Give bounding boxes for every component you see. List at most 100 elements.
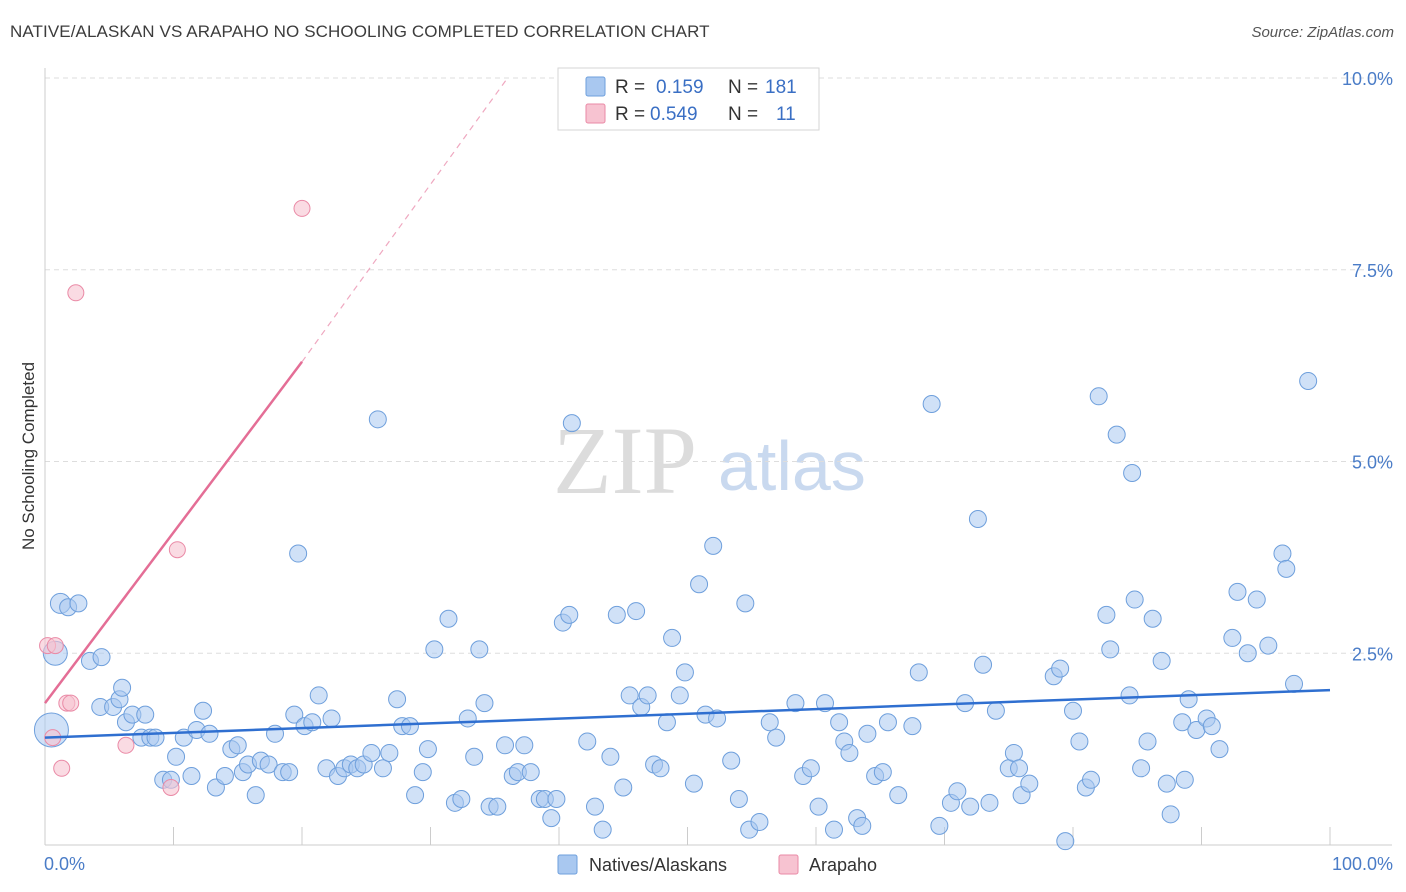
data-point-natives (1070, 732, 1089, 751)
data-point-natives (1125, 590, 1144, 609)
data-point-natives (1228, 582, 1247, 601)
data-point-natives (873, 763, 892, 782)
y-axis-label: No Schooling Completed (19, 362, 38, 550)
data-point-natives (69, 594, 88, 613)
data-point-natives (651, 759, 670, 778)
data-point-natives (1277, 559, 1296, 578)
data-point-natives (638, 686, 657, 705)
data-point-natives (736, 594, 755, 613)
y-tick-label: 5.0% (1352, 453, 1393, 473)
series-arapaho (39, 199, 311, 796)
bottom-legend-swatch-natives (557, 854, 578, 875)
data-point-natives (92, 648, 111, 667)
data-point-natives (986, 701, 1005, 720)
watermark-atlas: atlas (718, 427, 866, 505)
gridlines (45, 77, 1392, 654)
data-point-natives (373, 759, 392, 778)
data-point-natives (496, 736, 515, 755)
data-point-natives (948, 782, 967, 801)
data-point-natives (362, 743, 381, 762)
data-point-natives (922, 394, 941, 413)
legend-n-label-2: N = (728, 104, 758, 125)
data-point-natives (1247, 590, 1266, 609)
data-point-natives (601, 747, 620, 766)
y-tick-label: 10.0% (1342, 69, 1393, 89)
y-tick-labels: 2.5% 5.0% 7.5% 10.0% (1342, 69, 1393, 664)
data-point-natives (684, 774, 703, 793)
bottom-legend-swatch-arapaho (778, 854, 799, 875)
data-point-natives (1175, 770, 1194, 789)
data-point-natives (285, 705, 304, 724)
data-point-arapaho (293, 199, 311, 217)
data-point-natives (930, 816, 949, 835)
data-point-natives (1161, 805, 1180, 824)
data-point-natives (322, 709, 341, 728)
data-point-natives (470, 640, 489, 659)
data-point-natives (1223, 628, 1242, 647)
data-point-natives (560, 605, 579, 624)
data-point-arapaho (168, 541, 186, 559)
data-point-natives (562, 414, 581, 433)
x-tick-labels: 0.0% 100.0% (44, 854, 1393, 874)
data-point-natives (585, 797, 604, 816)
data-point-natives (878, 713, 897, 732)
data-point-natives (980, 793, 999, 812)
data-point-natives (830, 713, 849, 732)
data-point-natives (1285, 674, 1304, 693)
x-tick-label-max: 100.0% (1332, 854, 1393, 874)
data-point-natives (627, 602, 646, 621)
data-point-natives (146, 728, 165, 747)
data-point-natives (1107, 425, 1126, 444)
data-point-natives (388, 690, 407, 709)
data-point-natives (1010, 759, 1029, 778)
data-point-natives (1123, 464, 1142, 483)
data-point-natives (400, 717, 419, 736)
data-point-natives (1097, 605, 1116, 624)
data-point-natives (657, 713, 676, 732)
data-point-natives (515, 736, 534, 755)
data-point-natives (961, 797, 980, 816)
data-point-natives (1089, 387, 1108, 406)
data-point-natives (1152, 651, 1171, 670)
watermark: ZIP atlas (553, 407, 866, 514)
data-point-natives (1202, 717, 1221, 736)
data-point-natives (418, 740, 437, 759)
data-point-natives (380, 743, 399, 762)
correlation-legend: R = 0.159 N = 181 R = 0.549 N = 11 (557, 67, 820, 131)
data-point-natives (280, 763, 299, 782)
data-point-natives (614, 778, 633, 797)
trend-line-arapaho-extension (301, 77, 509, 363)
data-point-natives (824, 820, 843, 839)
data-point-natives (1004, 743, 1023, 762)
data-point-natives (889, 786, 908, 805)
data-point-natives (620, 686, 639, 705)
legend-r-value-1: 0.159 (656, 77, 704, 98)
data-point-natives (309, 686, 328, 705)
data-point-natives (729, 789, 748, 808)
data-point-natives (521, 763, 540, 782)
data-point-natives (488, 797, 507, 816)
y-tick-label: 7.5% (1352, 261, 1393, 281)
trend-lines (44, 77, 1331, 739)
trend-line-arapaho (44, 361, 303, 704)
data-point-natives (1299, 371, 1318, 390)
data-point-natives (228, 736, 247, 755)
data-point-natives (406, 786, 425, 805)
data-point-natives (465, 747, 484, 766)
source-label: Source: ZipAtlas.com (1251, 24, 1394, 41)
data-point-natives (458, 709, 477, 728)
data-point-natives (1179, 690, 1198, 709)
data-point-natives (968, 510, 987, 529)
legend-r-label-1: R = (615, 77, 645, 98)
data-point-natives (593, 820, 612, 839)
data-point-natives (760, 713, 779, 732)
data-point-natives (167, 747, 186, 766)
data-point-natives (607, 605, 626, 624)
data-point-natives (1210, 740, 1229, 759)
data-point-natives (1143, 609, 1162, 628)
data-point-natives (1173, 713, 1192, 732)
data-point-natives (136, 705, 155, 724)
data-point-natives (289, 544, 308, 563)
data-point-arapaho (162, 778, 180, 796)
